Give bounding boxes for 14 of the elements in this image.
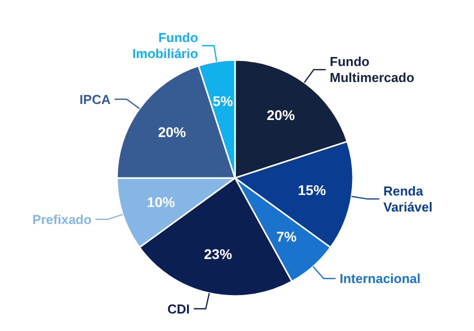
data-label: 15%: [298, 182, 326, 198]
data-label: 10%: [146, 194, 176, 210]
slice-label: CDI: [167, 301, 190, 316]
slice-label: Fundo Multimercado: [330, 54, 414, 86]
data-label: 7%: [276, 228, 298, 244]
slice-label: Prefixado: [32, 212, 92, 227]
slice-label: Renda Variável: [383, 184, 433, 215]
data-label: 20%: [266, 106, 296, 123]
data-label: 23%: [204, 246, 233, 262]
data-label: 5%: [212, 92, 234, 109]
slice-label: Internacional: [340, 271, 421, 286]
slice-label: IPCA: [80, 92, 112, 107]
data-label: 20%: [158, 124, 187, 140]
slice-label: Fundo Imobiliário: [132, 30, 198, 62]
